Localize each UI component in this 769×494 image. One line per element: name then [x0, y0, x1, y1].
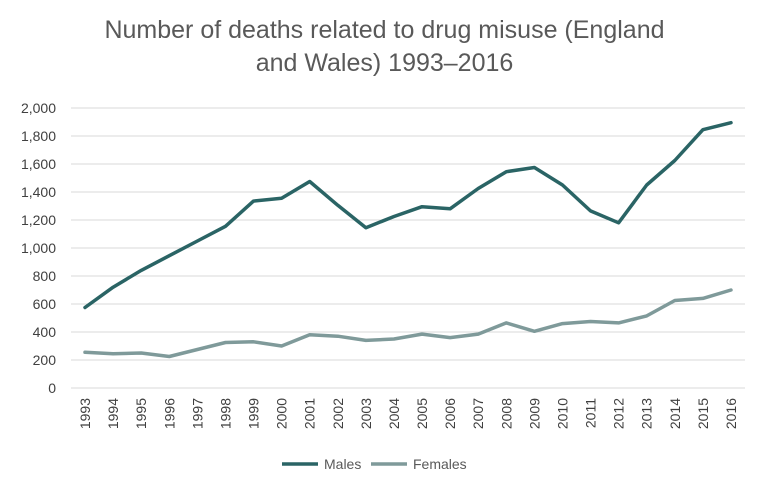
- series-lines: [83, 120, 733, 359]
- series-line-females: [83, 288, 733, 359]
- series-line-males: [83, 120, 733, 310]
- x-tick-label: 2001: [302, 398, 318, 429]
- y-tick-label: 1,000: [21, 240, 56, 256]
- y-tick-label: 200: [33, 352, 57, 368]
- legend-label-females: Females: [413, 456, 467, 472]
- y-tick-label: 1,600: [21, 156, 56, 172]
- y-tick-label: 600: [33, 296, 57, 312]
- x-tick-label: 2008: [498, 398, 514, 429]
- x-tick-label: 1994: [105, 398, 121, 429]
- x-tick-label: 2007: [470, 398, 486, 429]
- x-tick-label: 2009: [526, 398, 542, 429]
- x-tick-label: 2011: [583, 398, 599, 428]
- x-tick-label: 1993: [77, 398, 93, 429]
- x-tick-label: 2014: [667, 398, 683, 429]
- x-tick-label: 2006: [442, 398, 458, 429]
- chart-title-line-1: Number of deaths related to drug misuse …: [104, 16, 665, 44]
- x-tick-label: 2013: [639, 398, 655, 429]
- chart-title: Number of deaths related to drug misuse …: [0, 14, 769, 80]
- x-tick-label: 2004: [386, 398, 402, 429]
- y-tick-label: 1,200: [21, 212, 56, 228]
- y-tick-label: 1,800: [21, 128, 56, 144]
- x-tick-label: 2012: [611, 398, 627, 429]
- y-tick-label: 2,000: [21, 100, 56, 116]
- x-tick-label: 1999: [246, 398, 262, 429]
- x-tick-label: 2000: [274, 398, 290, 429]
- x-tick-label: 2015: [695, 398, 711, 429]
- y-tick-label: 800: [33, 268, 57, 284]
- x-tick-label: 2002: [330, 398, 346, 429]
- x-tick-label: 2003: [358, 398, 374, 429]
- x-tick-label: 1995: [133, 398, 149, 429]
- x-tick-label: 1997: [189, 398, 205, 429]
- gridlines: [71, 107, 745, 389]
- y-tick-label: 400: [33, 324, 57, 340]
- legend: Males Females: [282, 456, 467, 472]
- y-tick-label: 0: [48, 380, 56, 396]
- y-tick-label: 1,400: [21, 184, 56, 200]
- y-axis-ticks: 0 200 400 600 800 1,000 1,200 1,400 1,600 1,800 2,…: [21, 100, 56, 396]
- x-tick-label: 1996: [161, 398, 177, 429]
- x-tick-label: 2010: [554, 398, 570, 429]
- x-axis-ticks: 1993 1994 1995 1996 1997 1998 1999 2000 2001 2002…: [77, 398, 739, 429]
- chart-title-line-2: and Wales) 1993–2016: [255, 49, 514, 77]
- x-tick-label: 2016: [723, 398, 739, 429]
- x-tick-label: 2005: [414, 398, 430, 429]
- x-tick-label: 1998: [217, 398, 233, 429]
- legend-label-males: Males: [324, 456, 361, 472]
